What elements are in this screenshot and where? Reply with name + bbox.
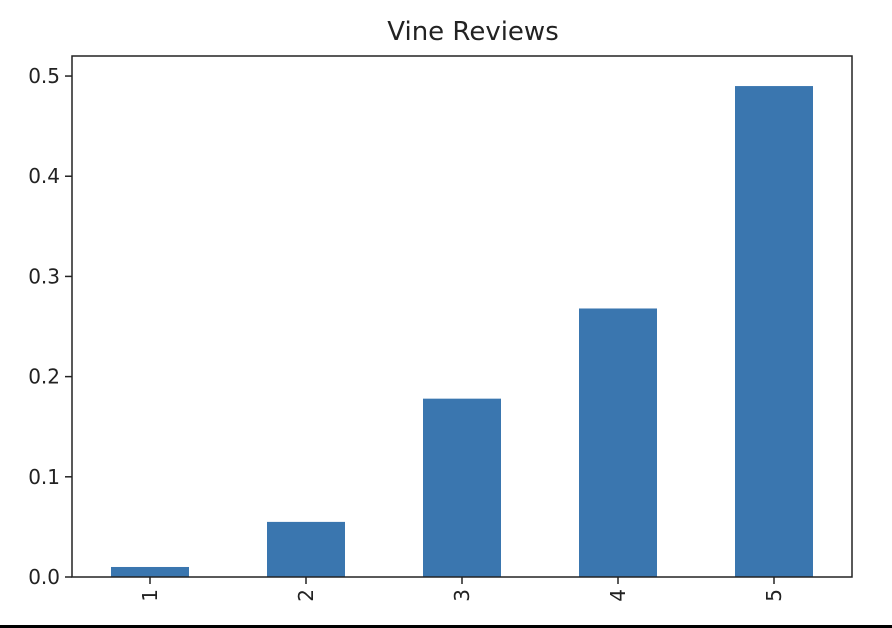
bar-2 xyxy=(267,521,345,577)
x-tick-label: 5 xyxy=(762,589,786,602)
bars-layer xyxy=(111,86,813,578)
x-tick-label: 4 xyxy=(606,589,630,602)
y-tick-label: 0.4 xyxy=(28,164,60,188)
y-tick-label: 0.0 xyxy=(28,565,60,589)
y-tick-label: 0.3 xyxy=(28,264,60,288)
y-tick-label: 0.5 xyxy=(28,64,60,88)
bar-4 xyxy=(579,308,657,577)
y-tick-label: 0.1 xyxy=(28,465,60,489)
bottom-divider xyxy=(0,625,892,628)
x-tick-label: 2 xyxy=(294,589,318,602)
bar-3 xyxy=(423,398,501,577)
axes-layer: 0.0 0.1 0.2 0.3 0.4 0.5 1 2 3 4 5 xyxy=(28,55,853,602)
y-tick-label: 0.2 xyxy=(28,365,60,389)
x-tick-label: 1 xyxy=(138,589,162,602)
bar-1 xyxy=(111,566,189,577)
bar-5 xyxy=(735,86,813,578)
x-tick-label: 3 xyxy=(450,589,474,602)
chart-title: Vine Reviews xyxy=(387,17,559,47)
